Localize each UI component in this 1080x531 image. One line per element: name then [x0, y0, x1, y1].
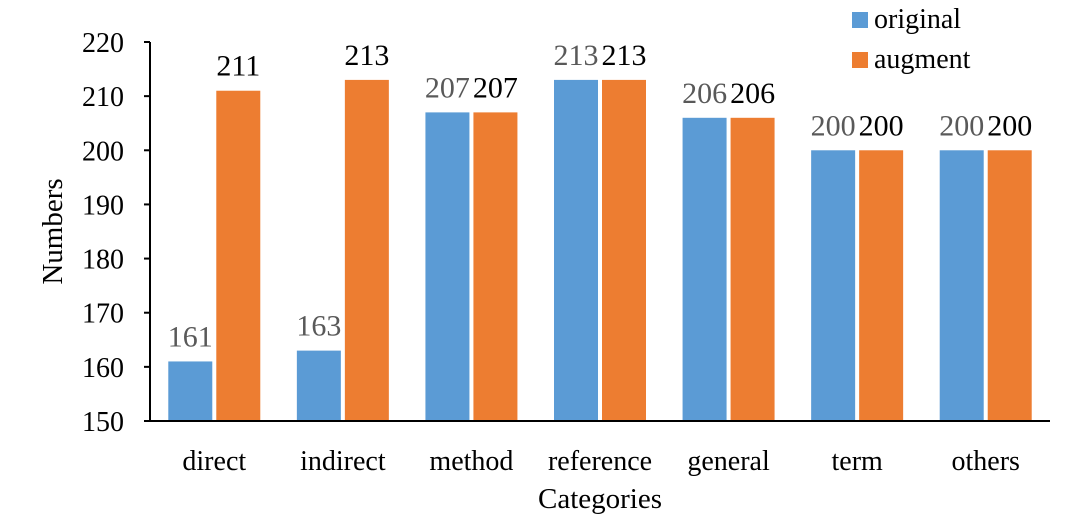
legend: original augment — [852, 4, 971, 75]
y-tick-label: 170 — [82, 299, 124, 330]
data-label-augment: 206 — [730, 77, 775, 110]
data-label-original: 163 — [296, 310, 341, 343]
y-tick-label: 220 — [82, 28, 124, 59]
bar-augment — [216, 90, 261, 421]
bar-augment — [344, 79, 389, 422]
data-label-original: 207 — [425, 71, 470, 104]
data-label-augment: 211 — [216, 50, 260, 83]
data-label-original: 200 — [811, 109, 856, 142]
data-label-augment: 207 — [473, 71, 518, 104]
bar-original — [554, 79, 598, 422]
bar-original — [939, 150, 984, 422]
data-label-original: 161 — [168, 320, 213, 353]
bar-augment — [730, 117, 775, 422]
bar-augment — [859, 150, 904, 422]
legend-swatch-augment — [852, 52, 868, 68]
category-labels: direct indirect method reference general term… — [182, 446, 1020, 477]
legend-swatch-original — [852, 12, 868, 28]
bar-augment — [602, 79, 646, 422]
x-axis-title: Categories — [538, 483, 662, 515]
data-label-original: 200 — [939, 109, 984, 142]
bar-original — [682, 117, 727, 422]
bars — [168, 79, 1032, 422]
data-label-augment: 200 — [859, 109, 904, 142]
bar-original — [425, 112, 470, 421]
legend-label-original: original — [874, 4, 961, 35]
y-tick-label: 180 — [82, 245, 124, 276]
category-label: term — [831, 446, 883, 477]
category-label: reference — [548, 446, 652, 477]
data-label-augment: 213 — [344, 39, 389, 72]
bar-augment — [987, 150, 1032, 422]
category-label: indirect — [300, 446, 386, 477]
data-label-original: 206 — [682, 77, 727, 110]
data-label-augment: 213 — [602, 39, 647, 72]
bar-augment — [473, 112, 518, 421]
category-label: general — [687, 446, 770, 477]
y-tick-label: 210 — [82, 82, 124, 113]
y-tick-label: 150 — [82, 407, 124, 438]
data-label-original: 213 — [554, 39, 599, 72]
bar-original — [811, 150, 856, 422]
y-axis-title: Numbers — [37, 178, 69, 284]
y-tick-label: 160 — [82, 353, 124, 384]
category-label: others — [951, 446, 1019, 477]
category-label: direct — [182, 446, 246, 477]
y-tick-label: 190 — [82, 190, 124, 221]
y-axis-ticks: 150 160 170 180 190 200 210 220 — [82, 28, 150, 438]
category-label: method — [429, 446, 513, 477]
bar-original — [296, 350, 341, 421]
data-label-augment: 200 — [987, 109, 1032, 142]
y-tick-label: 200 — [82, 136, 124, 167]
bar-original — [168, 361, 213, 421]
legend-label-augment: augment — [874, 44, 971, 75]
